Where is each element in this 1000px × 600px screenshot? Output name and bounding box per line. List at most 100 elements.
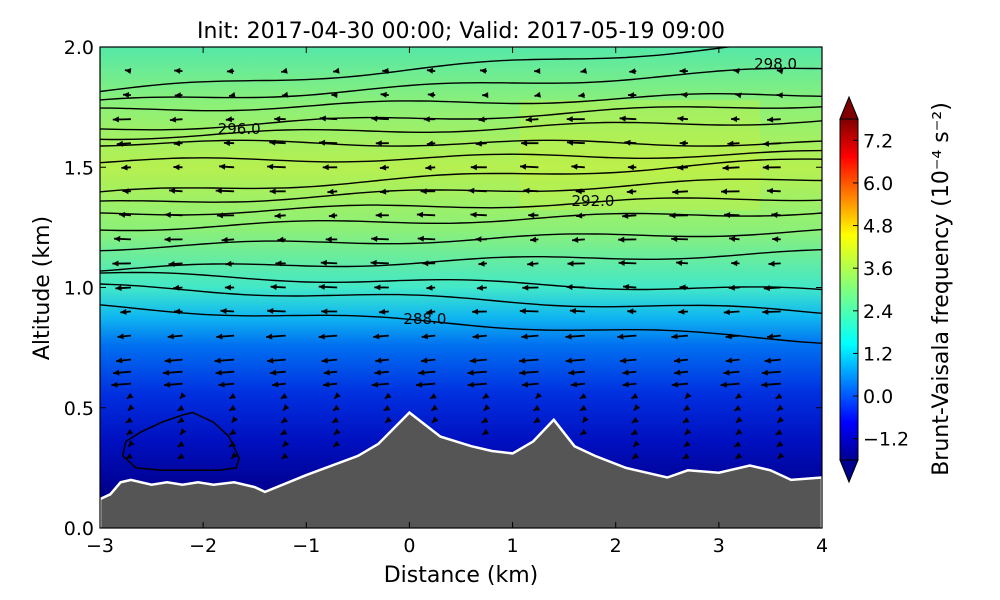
wind-vector-head — [734, 441, 741, 447]
wind-vector-head — [283, 404, 290, 411]
wind-vector-head — [215, 187, 222, 194]
wind-vector-head — [331, 92, 338, 99]
wind-vector-head — [777, 404, 784, 411]
wind-vector-head — [727, 140, 734, 147]
colorbar-tick-label: 3.6 — [863, 258, 893, 280]
wind-vector-head — [735, 428, 743, 435]
wind-vector-head — [566, 116, 573, 123]
wind-vector-head — [425, 164, 432, 171]
wind-vector-head — [177, 441, 185, 447]
wind-vector-head — [721, 188, 727, 195]
wind-vector-head — [483, 404, 491, 411]
wind-vector-head — [216, 212, 223, 219]
colorbar-tick-label: 7.2 — [863, 130, 893, 152]
wind-vector-head — [725, 357, 733, 364]
wind-vector-head — [731, 116, 737, 123]
wind-vector-head — [685, 392, 692, 399]
wind-vector-head — [164, 236, 171, 243]
wind-vector-head — [528, 212, 535, 219]
wind-vector-head — [270, 369, 277, 376]
wind-vector-head — [231, 452, 238, 459]
wind-vector-head — [679, 284, 686, 291]
wind-vector-head — [333, 67, 340, 74]
wind-vector-head — [520, 163, 527, 170]
wind-vector-head — [223, 140, 230, 147]
wind-vector-head — [567, 260, 574, 267]
wind-vector-head — [280, 429, 288, 435]
theta-contour-line — [100, 304, 822, 344]
wind-vector-head — [633, 440, 640, 447]
colorbar-tick-label: 6.0 — [863, 173, 893, 195]
wind-vector-head — [420, 188, 427, 195]
x-tick-label: 2 — [610, 535, 622, 557]
wind-vector-head — [678, 308, 685, 315]
theta-contour-line — [100, 228, 822, 252]
wind-vector-head — [431, 404, 438, 411]
wind-vector-head — [281, 67, 288, 74]
wind-vector-head — [674, 357, 681, 364]
x-tick-label: 4 — [816, 535, 828, 557]
wind-vector-head — [164, 211, 171, 218]
wind-vector-head — [470, 164, 477, 171]
wind-vector-head — [671, 236, 678, 242]
wind-vector-head — [177, 416, 185, 423]
wind-vector-head — [619, 115, 626, 122]
wind-vector-head — [629, 68, 636, 75]
wind-vector-head — [426, 284, 433, 291]
wind-vector-head — [628, 92, 634, 99]
wind-vector-head — [631, 429, 638, 435]
wind-vector-head — [619, 357, 627, 364]
wind-vector-head — [327, 188, 334, 195]
wind-vector-head — [468, 187, 475, 194]
wind-vector-head — [370, 259, 377, 266]
y-axis-label: Altitude (km) — [30, 216, 55, 360]
wind-vector-head — [764, 357, 771, 364]
wind-vector-head — [282, 440, 290, 447]
wind-vector-head — [115, 285, 122, 291]
contour-label: 288.0 — [403, 310, 446, 328]
wind-vector-head — [421, 333, 428, 340]
wind-vector-head — [173, 140, 180, 147]
wind-vector-head — [569, 308, 577, 314]
y-tick-label: 0.0 — [64, 518, 94, 540]
wind-vector-head — [266, 333, 273, 340]
wind-vector-head — [318, 333, 325, 340]
wind-vector-head — [631, 416, 639, 423]
wind-vector-head — [676, 260, 683, 266]
wind-vector-head — [423, 116, 430, 123]
terrain — [100, 410, 822, 528]
wind-vector-head — [519, 308, 526, 315]
wind-vector-head — [618, 236, 625, 243]
theta-contour-line — [100, 271, 822, 291]
wind-vector-head — [776, 440, 784, 447]
wind-vector-head — [371, 115, 378, 122]
x-axis-ticks: −3 −2 −1 0 1 2 3 4 — [86, 47, 828, 557]
wind-vector-head — [622, 381, 629, 388]
theta-contour-line — [100, 212, 822, 232]
wind-vector-head — [567, 139, 574, 146]
wind-vector-head — [334, 392, 341, 399]
wind-vector-head — [571, 163, 578, 170]
wind-vector-head — [761, 381, 768, 388]
wind-vector-head — [426, 308, 433, 315]
wind-vector-head — [375, 357, 382, 364]
wind-vector-head — [671, 333, 678, 340]
wind-vector-head — [277, 236, 284, 243]
wind-vector-head — [618, 260, 625, 266]
wind-vector-head — [475, 140, 482, 147]
wind-vector-head — [379, 308, 386, 315]
y-tick-label: 1.0 — [64, 278, 94, 300]
wind-vector-head — [226, 68, 233, 75]
wind-vector-head — [617, 333, 624, 340]
wind-vector-head — [723, 309, 730, 316]
wind-vector-head — [168, 261, 175, 267]
wind-vector-head — [267, 163, 274, 170]
wind-vector-head — [174, 67, 181, 74]
wind-vector-head — [225, 116, 232, 123]
wind-vector-head — [114, 235, 121, 242]
wind-vector-head — [162, 369, 170, 376]
wind-vector-head — [426, 67, 434, 74]
wind-vector-head — [325, 236, 332, 243]
wind-vector-head — [684, 440, 691, 447]
wind-vector-head — [334, 428, 341, 435]
